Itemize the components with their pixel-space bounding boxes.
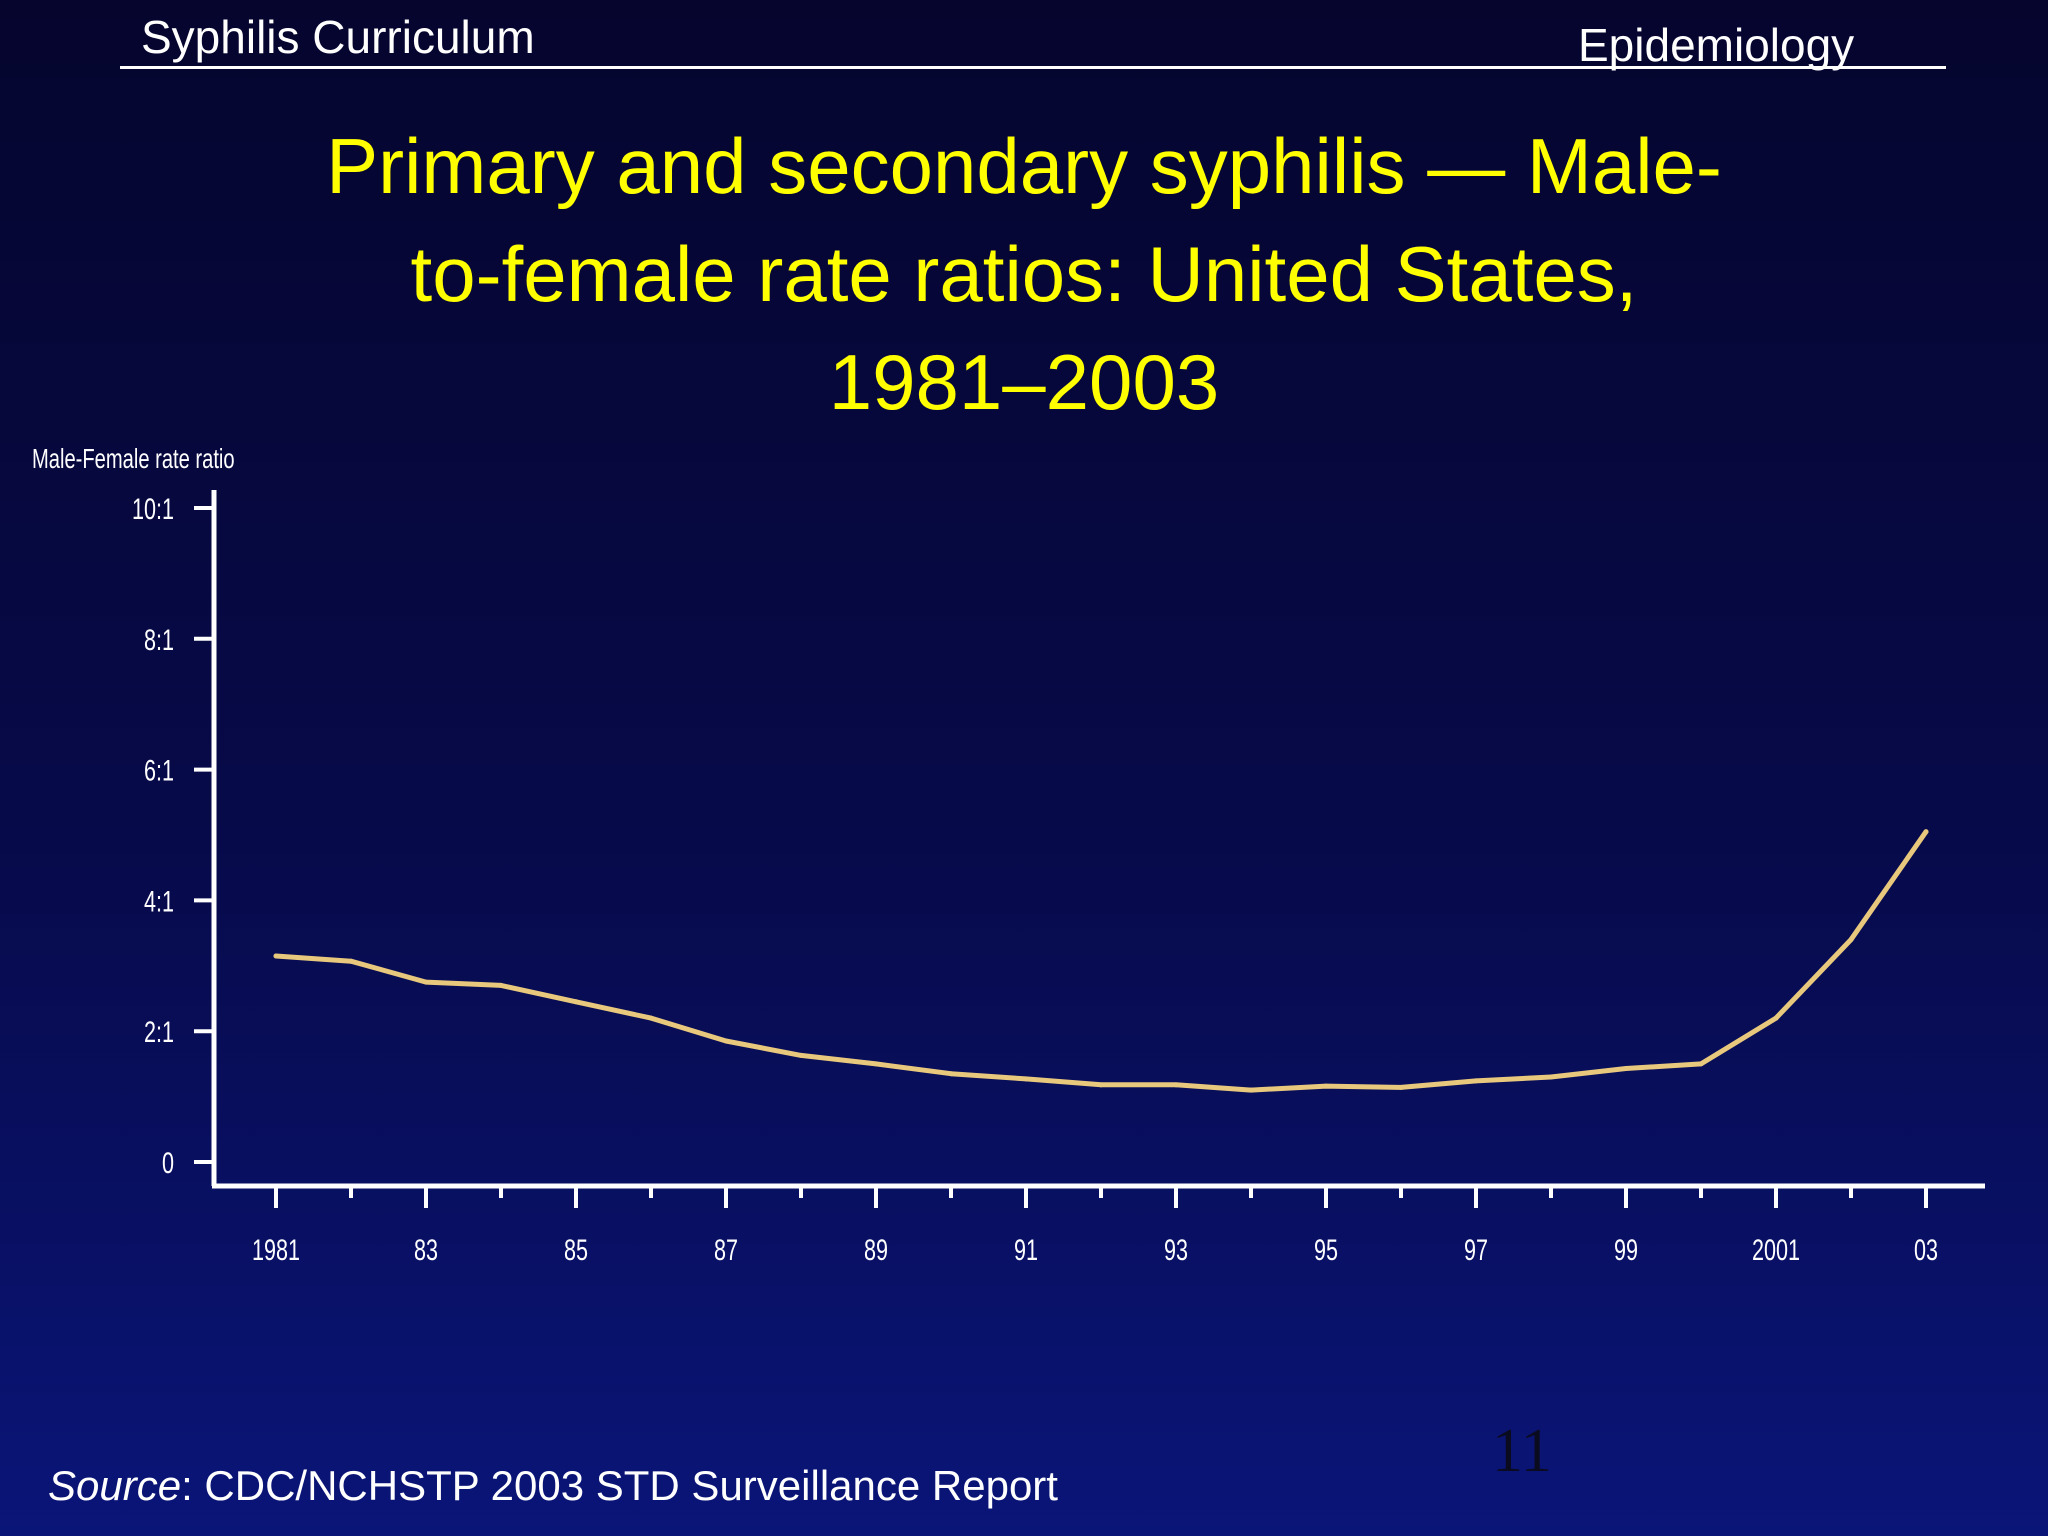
slide-number: 11 — [1492, 1417, 1552, 1485]
data-point — [948, 1071, 954, 1077]
data-point — [1248, 1087, 1254, 1093]
chart-title-line-2: to-female rate ratios: United States, — [410, 230, 1638, 318]
y-tick-label: 8:1 — [144, 622, 174, 656]
y-axis-ticks: 0 2:1 4:1 6:1 8:1 10:1 — [132, 491, 214, 1180]
x-tick-label: 2001 — [1752, 1232, 1800, 1266]
y-tick-label: 4:1 — [144, 884, 174, 918]
data-point — [1548, 1074, 1554, 1080]
x-tick-label: 1981 — [252, 1232, 300, 1266]
data-point — [423, 979, 429, 985]
x-tick-label: 99 — [1614, 1232, 1638, 1266]
data-point — [723, 1038, 729, 1044]
data-point — [498, 982, 504, 988]
y-tick-label: 2:1 — [144, 1015, 174, 1049]
data-point — [273, 953, 279, 959]
chart-title: Primary and secondary syphilis — Male- t… — [100, 112, 1948, 436]
data-point — [1173, 1082, 1179, 1088]
x-tick-label: 85 — [564, 1232, 588, 1266]
x-tick-label: 87 — [714, 1232, 738, 1266]
x-tick-label: 93 — [1164, 1232, 1188, 1266]
header-divider — [120, 66, 1946, 69]
data-point — [1473, 1078, 1479, 1084]
source-prefix: Source — [48, 1462, 182, 1509]
x-tick-label: 97 — [1464, 1232, 1488, 1266]
data-point — [348, 958, 354, 964]
header-section-label: Epidemiology — [1578, 19, 1855, 71]
data-point — [1773, 1015, 1779, 1021]
header-curriculum-label: Syphilis Curriculum — [141, 11, 535, 63]
data-point — [1698, 1061, 1704, 1067]
data-point — [1323, 1083, 1329, 1089]
y-tick-label: 6:1 — [144, 753, 174, 787]
data-point — [1848, 937, 1854, 943]
data-point — [1023, 1076, 1029, 1082]
x-tick-label: 95 — [1314, 1232, 1338, 1266]
x-tick-label: 83 — [414, 1232, 438, 1266]
data-point — [873, 1061, 879, 1067]
chart-title-line-3: 1981–2003 — [828, 338, 1220, 426]
source-text: : CDC/NCHSTP 2003 STD Surveillance Repor… — [181, 1462, 1058, 1509]
series-line — [273, 829, 1929, 1093]
x-axis-ticks: 1981 83 85 87 89 91 93 95 97 99 2001 03 — [252, 1186, 1938, 1267]
y-tick-label: 10:1 — [132, 491, 174, 525]
data-point — [573, 999, 579, 1005]
y-tick-label: 0 — [162, 1145, 174, 1179]
data-point — [648, 1015, 654, 1021]
data-point — [1923, 829, 1929, 835]
x-tick-label: 91 — [1014, 1232, 1038, 1266]
source-citation: Source: CDC/NCHSTP 2003 STD Surveillance… — [48, 1465, 1058, 1507]
chart-axes — [211, 490, 1985, 1189]
data-point — [1398, 1084, 1404, 1090]
data-point — [1623, 1065, 1629, 1071]
x-tick-label: 89 — [864, 1232, 888, 1266]
data-point — [1098, 1082, 1104, 1088]
y-axis-label: Male-Female rate ratio — [32, 444, 235, 475]
series-layer — [273, 829, 1929, 1093]
x-tick-label: 03 — [1914, 1232, 1938, 1266]
chart-title-line-1: Primary and secondary syphilis — Male- — [326, 122, 1722, 210]
data-point — [798, 1052, 804, 1058]
